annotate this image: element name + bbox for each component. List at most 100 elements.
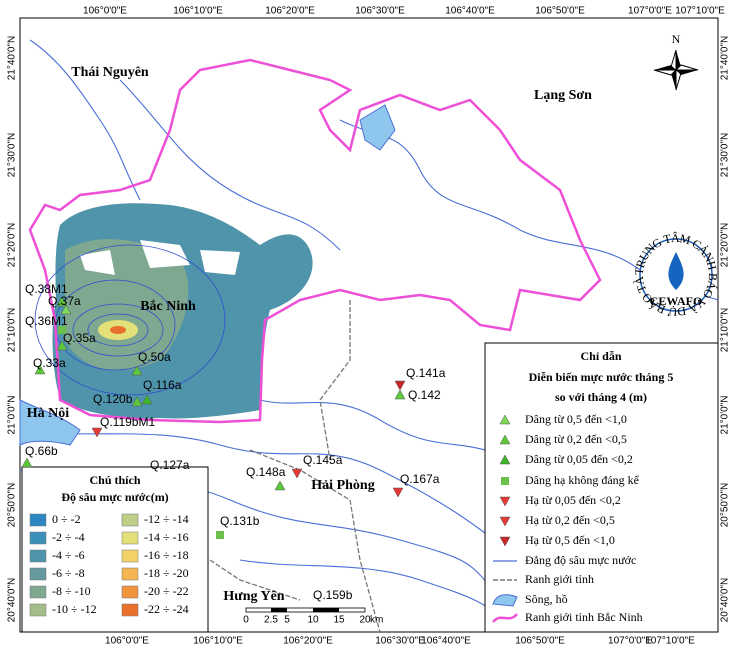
station-label: Q.38M1: [25, 282, 68, 296]
guide-label: Dâng từ 0,2 đến <0,5: [525, 432, 627, 446]
station-label: Q.33a: [33, 356, 66, 370]
rise-marker: [499, 414, 511, 425]
province-label: Bắc Ninh: [140, 299, 196, 314]
rise-marker: [499, 454, 511, 465]
lon-label: 106°10'0"E: [193, 636, 243, 647]
north-label: N: [672, 32, 681, 46]
guide-label: Dâng từ 0,5 đến <1,0: [525, 412, 627, 426]
scale-tick: 20: [359, 615, 371, 626]
station-label: Q.142: [408, 388, 441, 402]
legend-label: -12 ÷ -14: [144, 512, 189, 526]
no-data: [200, 250, 240, 275]
legend-label: -6 ÷ -8: [52, 566, 85, 580]
guide-label: Đẳng độ sâu mực nước: [525, 553, 636, 567]
lon-label: 106°0'0"E: [105, 636, 149, 647]
lat-label: 21°30'0"N: [7, 133, 18, 178]
legend-label: -10 ÷ -12: [52, 602, 97, 616]
legend-swatch: [121, 531, 139, 545]
arrow: [676, 50, 681, 70]
legend-title: Chú thích: [89, 473, 140, 487]
legend-swatch: [29, 603, 47, 617]
station-label: Q.145a: [303, 453, 343, 467]
lon-label: 106°40'0"E: [445, 6, 495, 17]
rise-marker: [21, 457, 33, 468]
bac-ninh-boundary: [28, 58, 602, 424]
lon-label: 106°30'0"E: [375, 636, 425, 647]
lon-label: 106°40'0"E: [421, 636, 471, 647]
legend-label: 0 ÷ -2: [52, 512, 81, 526]
legend-label: -14 ÷ -16: [144, 530, 189, 544]
province-label: Hải Phòng: [311, 478, 374, 493]
province-label: Hà Nội: [27, 406, 70, 421]
fall-marker: [394, 380, 406, 391]
logo-text: CEWAFO: [650, 294, 703, 308]
rise-marker: [131, 396, 143, 407]
station-label: Q.119bM1: [100, 415, 155, 429]
legend-lake: [492, 594, 518, 607]
lon-label: 106°30'0"E: [355, 6, 405, 17]
legend-subtitle: Độ sâu mực nước(m): [61, 490, 168, 504]
guide-label: Hạ từ 0,05 đến <0,2: [525, 493, 621, 507]
legend-swatch: [121, 567, 139, 581]
scale-tick: 2.5: [264, 615, 278, 626]
rise-marker: [394, 389, 406, 400]
province-label: Thái Nguyên: [71, 65, 149, 80]
scale-tick: 15: [333, 615, 345, 626]
river: [259, 399, 486, 451]
guide-label: Ranh giới tỉnh Bắc Ninh: [525, 610, 643, 624]
rise-marker: [56, 340, 68, 351]
legend-swatch: [29, 567, 47, 581]
province-boundary: [249, 449, 381, 633]
lon-label: 106°20'0"E: [265, 6, 315, 17]
guide-label: Dâng từ 0,05 đến <0,2: [525, 452, 633, 466]
guide-label: Sông, hồ: [525, 592, 568, 606]
province-boundaries: [209, 300, 381, 633]
lon-label: 107°0'0"E: [608, 636, 652, 647]
station-label: Q.35a: [63, 331, 96, 345]
lat-label: 21°40'0"N: [7, 36, 18, 81]
legend-swatch: [121, 603, 139, 617]
lat-label: 21°0'0"N: [720, 396, 731, 435]
fall-marker: [499, 496, 511, 507]
logo-drop: [668, 252, 684, 290]
no-data: [80, 250, 115, 275]
station-label: Q.127a: [150, 458, 190, 472]
rise-marker: [274, 480, 286, 491]
lat-label: 21°10'0"N: [720, 308, 731, 353]
lake: [19, 399, 81, 446]
isoline: [34, 244, 226, 396]
scale-tick: 0: [243, 615, 249, 626]
scale-bar: [313, 608, 339, 612]
scale-bar: [271, 608, 287, 612]
steady-marker: [216, 531, 224, 539]
lon-label: 106°50'0"E: [515, 636, 565, 647]
rise-marker: [141, 394, 153, 405]
rise-marker: [56, 296, 68, 307]
fall-marker: [91, 427, 103, 438]
legend-swatch: [121, 513, 139, 527]
station-label: Q.116a: [143, 378, 182, 392]
rise-marker: [499, 434, 511, 445]
station-label: Q.50a: [138, 350, 171, 364]
legend-label: -16 ÷ -18: [144, 548, 189, 562]
isoline: [87, 313, 149, 347]
legend-swatch: [29, 549, 47, 563]
legend-swatch: [121, 549, 139, 563]
arrow: [671, 70, 676, 90]
north-arrow: N: [653, 32, 699, 91]
lon-label: 107°10'0"E: [675, 6, 725, 17]
lon-label: 107°10'0"E: [645, 636, 695, 647]
guide-label: Dâng hạ không đáng kể: [525, 473, 640, 487]
lat-label: 21°0'0"N: [7, 396, 18, 435]
lat-label: 21°30'0"N: [720, 133, 731, 178]
guide-title: Chỉ dẫn: [580, 349, 621, 363]
guide-legend: [484, 342, 719, 633]
legend-label: -2 ÷ -4: [52, 530, 85, 544]
lat-label: 20°40'0"N: [720, 578, 731, 623]
legend-label: -8 ÷ -10: [52, 584, 91, 598]
rise-marker: [131, 365, 143, 376]
river: [29, 39, 141, 201]
lat-label: 21°10'0"N: [7, 308, 18, 353]
legend-label: -22 ÷ -24: [144, 602, 189, 616]
guide-subtitle: Diễn biến mực nước tháng 5: [529, 370, 674, 384]
